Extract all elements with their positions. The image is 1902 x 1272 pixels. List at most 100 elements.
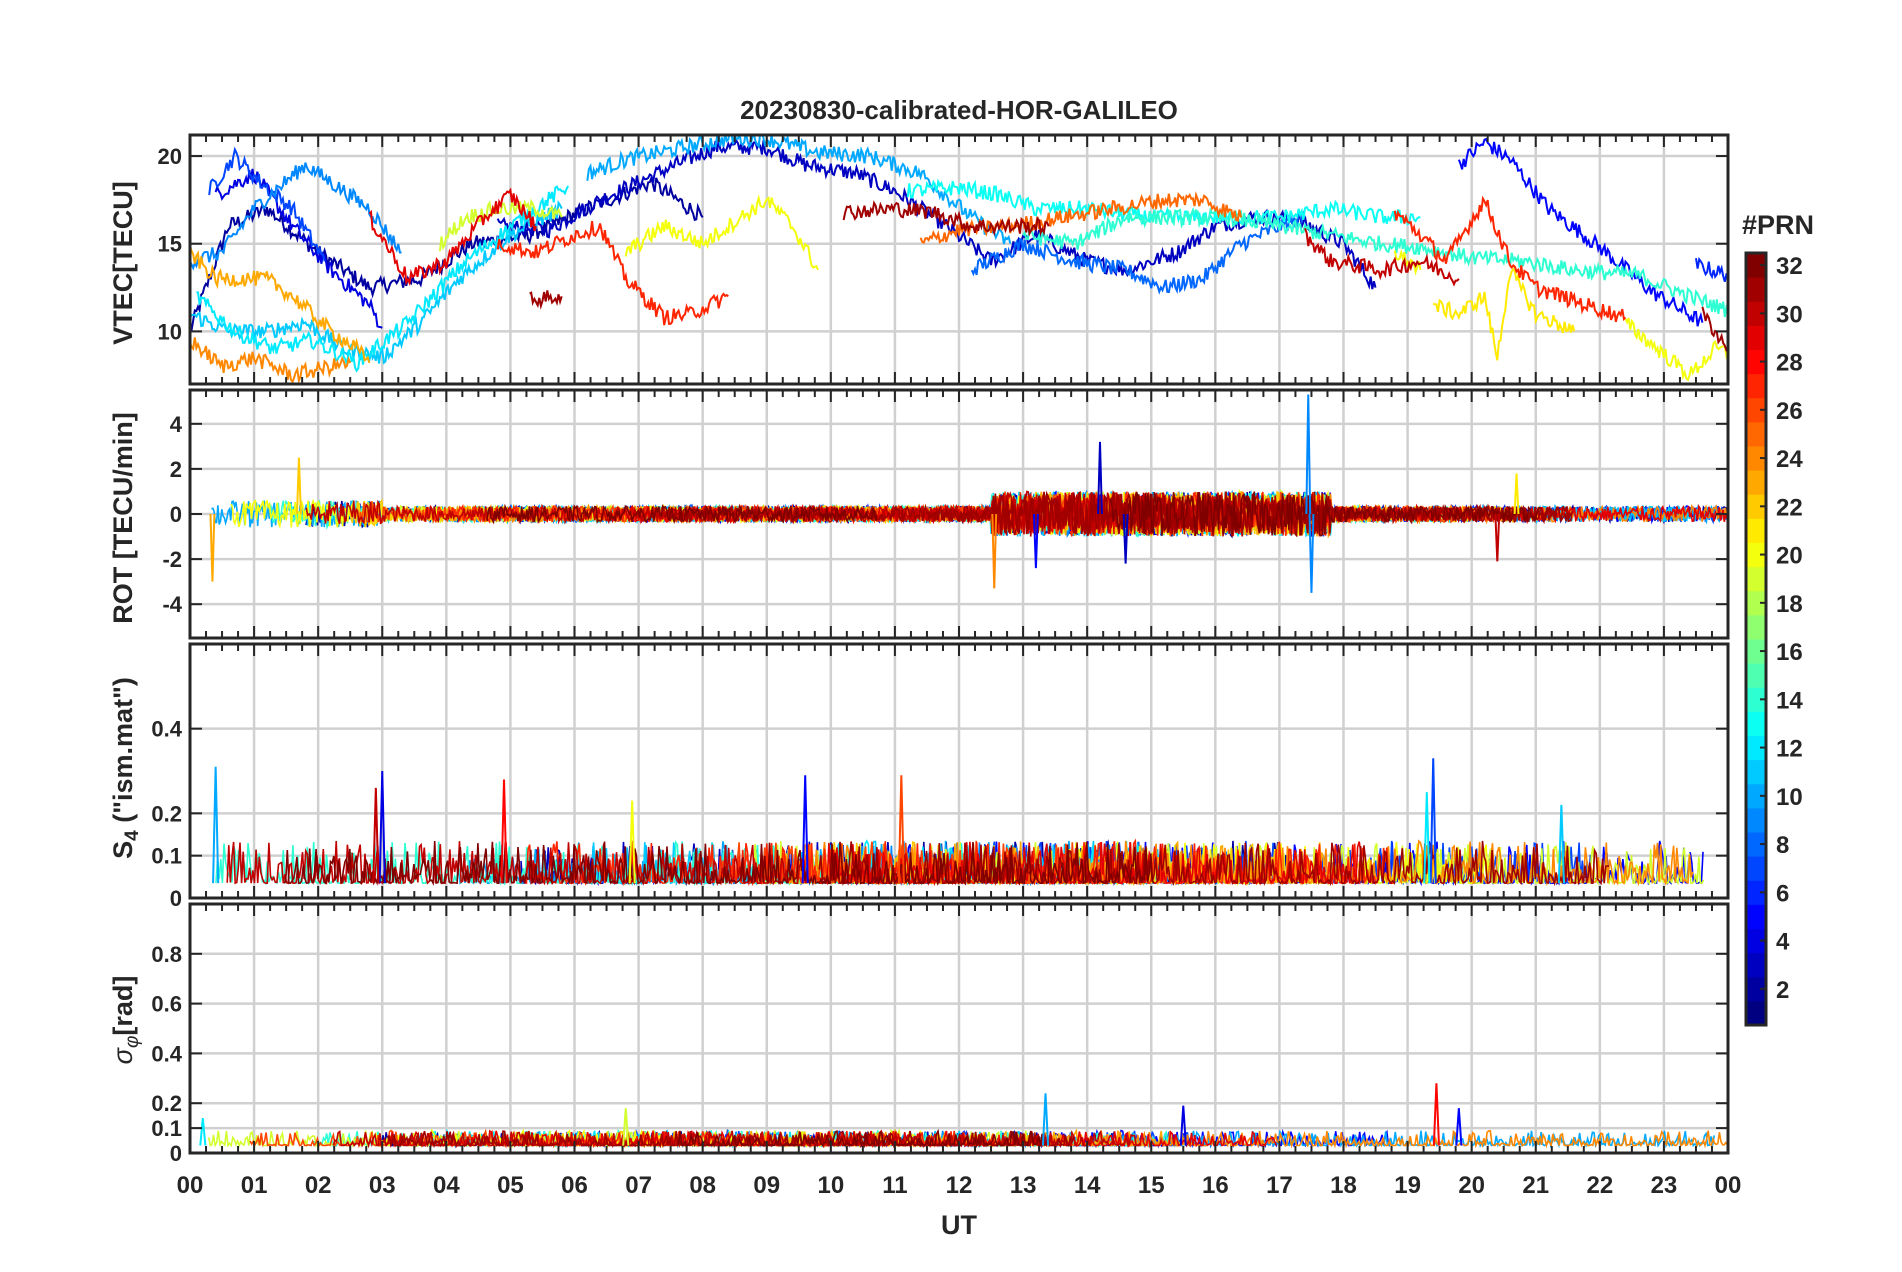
colorbar-bands xyxy=(1746,253,1766,1026)
x-tick-label: 00 xyxy=(177,1172,204,1199)
colorbar-band xyxy=(1746,518,1766,543)
rot-ytick-label: -4 xyxy=(162,592,182,617)
colorbar-tick-label: 28 xyxy=(1776,350,1803,377)
colorbar-band xyxy=(1746,783,1766,809)
vtec-series-prn-13 xyxy=(906,178,1421,228)
x-tick-label: 18 xyxy=(1330,1172,1357,1199)
sigma_phi-peak xyxy=(1432,1083,1440,1146)
sigma_phi-ytick-label: 0 xyxy=(170,1141,182,1166)
vtec-series-prn-14 xyxy=(1022,207,1728,318)
sigma_phi-peak xyxy=(199,1118,207,1146)
vtec-series-prn-31 xyxy=(842,200,1050,237)
colorbar-band xyxy=(1746,663,1766,688)
colorbar-band xyxy=(1746,880,1766,905)
sigma_phi-peak xyxy=(1179,1105,1187,1146)
colorbar-band xyxy=(1746,301,1766,326)
colorbar-band xyxy=(1746,1000,1766,1026)
x-tick-label: 03 xyxy=(369,1172,396,1199)
s4-lines xyxy=(212,758,1705,887)
sigma_phi-series-prn-32 xyxy=(677,1128,1046,1149)
sigma_phi-ytick-label: 0.8 xyxy=(151,942,182,967)
sigma-phi-ytick-labels: 00.10.2 0.4 0.6 0.8 xyxy=(151,942,182,1166)
x-tick-label: 23 xyxy=(1651,1172,1678,1199)
sigma_phi-ytick-label: 0.6 xyxy=(151,992,182,1017)
rot-spike xyxy=(1494,513,1501,562)
colorbar-band xyxy=(1746,446,1766,471)
colorbar-tick-label: 12 xyxy=(1776,736,1803,763)
s4-peak xyxy=(500,779,508,884)
vtec-series-prn-12 xyxy=(196,185,569,373)
colorbar-band xyxy=(1746,639,1766,664)
rot-spike xyxy=(1032,513,1039,569)
vtec-ytick-label: 15 xyxy=(158,232,182,257)
colorbar-band xyxy=(1746,614,1766,640)
colorbar-band xyxy=(1746,253,1766,278)
x-tick-label: 02 xyxy=(305,1172,332,1199)
rot-spike xyxy=(991,513,998,589)
colorbar-band xyxy=(1746,421,1766,447)
rot-ytick-label: 2 xyxy=(170,457,182,482)
s4-peak xyxy=(1557,804,1565,884)
colorbar-band xyxy=(1746,856,1766,881)
s4-peak xyxy=(372,787,380,884)
rot-ytick-label: -2 xyxy=(162,547,182,572)
colorbar-band xyxy=(1746,373,1766,399)
rot-series-prn-32 xyxy=(1109,491,1541,537)
vtec-grid xyxy=(188,135,1730,384)
colorbar-tick-label: 22 xyxy=(1776,494,1803,521)
colorbar-band xyxy=(1746,494,1766,519)
s4-peak xyxy=(212,766,220,884)
colorbar-label: #PRN xyxy=(1742,210,1814,240)
vtec-lines xyxy=(190,135,1728,384)
colorbar-tick-label: 6 xyxy=(1776,880,1789,907)
colorbar-band xyxy=(1746,807,1766,833)
rot-spike xyxy=(1308,513,1315,593)
s4-peak xyxy=(897,775,905,884)
vtec-series-prn-7 xyxy=(208,146,326,262)
rot-ylabel: ROT [TECU/min] xyxy=(108,412,138,623)
sigma_phi-ytick-label: 0.2 xyxy=(151,1091,182,1116)
sigma-phi-lines xyxy=(199,1083,1728,1149)
colorbar-band xyxy=(1746,542,1766,568)
vtec-series-prn-4 xyxy=(214,168,383,329)
colorbar-band xyxy=(1746,904,1766,929)
rot-spike xyxy=(209,513,216,582)
x-tick-label: 11 xyxy=(882,1172,907,1199)
rot-ytick-labels: -4 -2 0 2 4 xyxy=(162,412,182,617)
rot-ticks xyxy=(188,388,1730,640)
x-tick-label: 16 xyxy=(1202,1172,1229,1199)
vtec-ticks xyxy=(188,133,1730,386)
colorbar-band xyxy=(1746,349,1766,375)
vtec-series-prn-27 xyxy=(1393,195,1627,323)
sigma_phi-ytick-label: 0.1 xyxy=(151,1116,182,1141)
vtec-series-prn-20 xyxy=(1624,317,1728,382)
x-tick-label: 20 xyxy=(1458,1172,1485,1199)
rot-spike xyxy=(1097,441,1103,515)
colorbar-tick-label: 32 xyxy=(1776,253,1803,280)
vtec-series-prn-21 xyxy=(1432,267,1576,361)
vtec-series-prn-5 xyxy=(1457,137,1704,327)
x-tick-label: 13 xyxy=(1010,1172,1037,1199)
vtec-ytick-label: 10 xyxy=(158,319,182,344)
colorbar-band xyxy=(1746,397,1766,423)
vtec-series-prn-24 xyxy=(190,337,352,384)
s4-peak xyxy=(378,770,386,884)
colorbar-tick-label: 30 xyxy=(1776,301,1803,328)
sigma_phi-peak xyxy=(622,1108,630,1146)
colorbar-band xyxy=(1746,976,1766,1002)
panel-sigma-phi: 00.10.2 0.4 0.6 0.8 σφ[rad] xyxy=(108,902,1730,1166)
colorbar-band xyxy=(1746,711,1766,736)
colorbar-band xyxy=(1746,952,1766,978)
vtec-series-prn-20 xyxy=(1393,248,1422,276)
x-tick-label: 17 xyxy=(1266,1172,1293,1199)
colorbar-tick-label: 4 xyxy=(1776,929,1790,956)
vtec-series-prn-23 xyxy=(190,245,371,364)
x-tick-label: 05 xyxy=(497,1172,524,1199)
colorbar-tick-label: 2 xyxy=(1776,977,1789,1004)
vtec-series-prn-8 xyxy=(970,209,1306,295)
s4-ytick-labels: 0 0.1 0.2 0.4 xyxy=(151,717,182,911)
colorbar-tick-label: 26 xyxy=(1776,398,1803,425)
colorbar-band xyxy=(1746,470,1766,495)
